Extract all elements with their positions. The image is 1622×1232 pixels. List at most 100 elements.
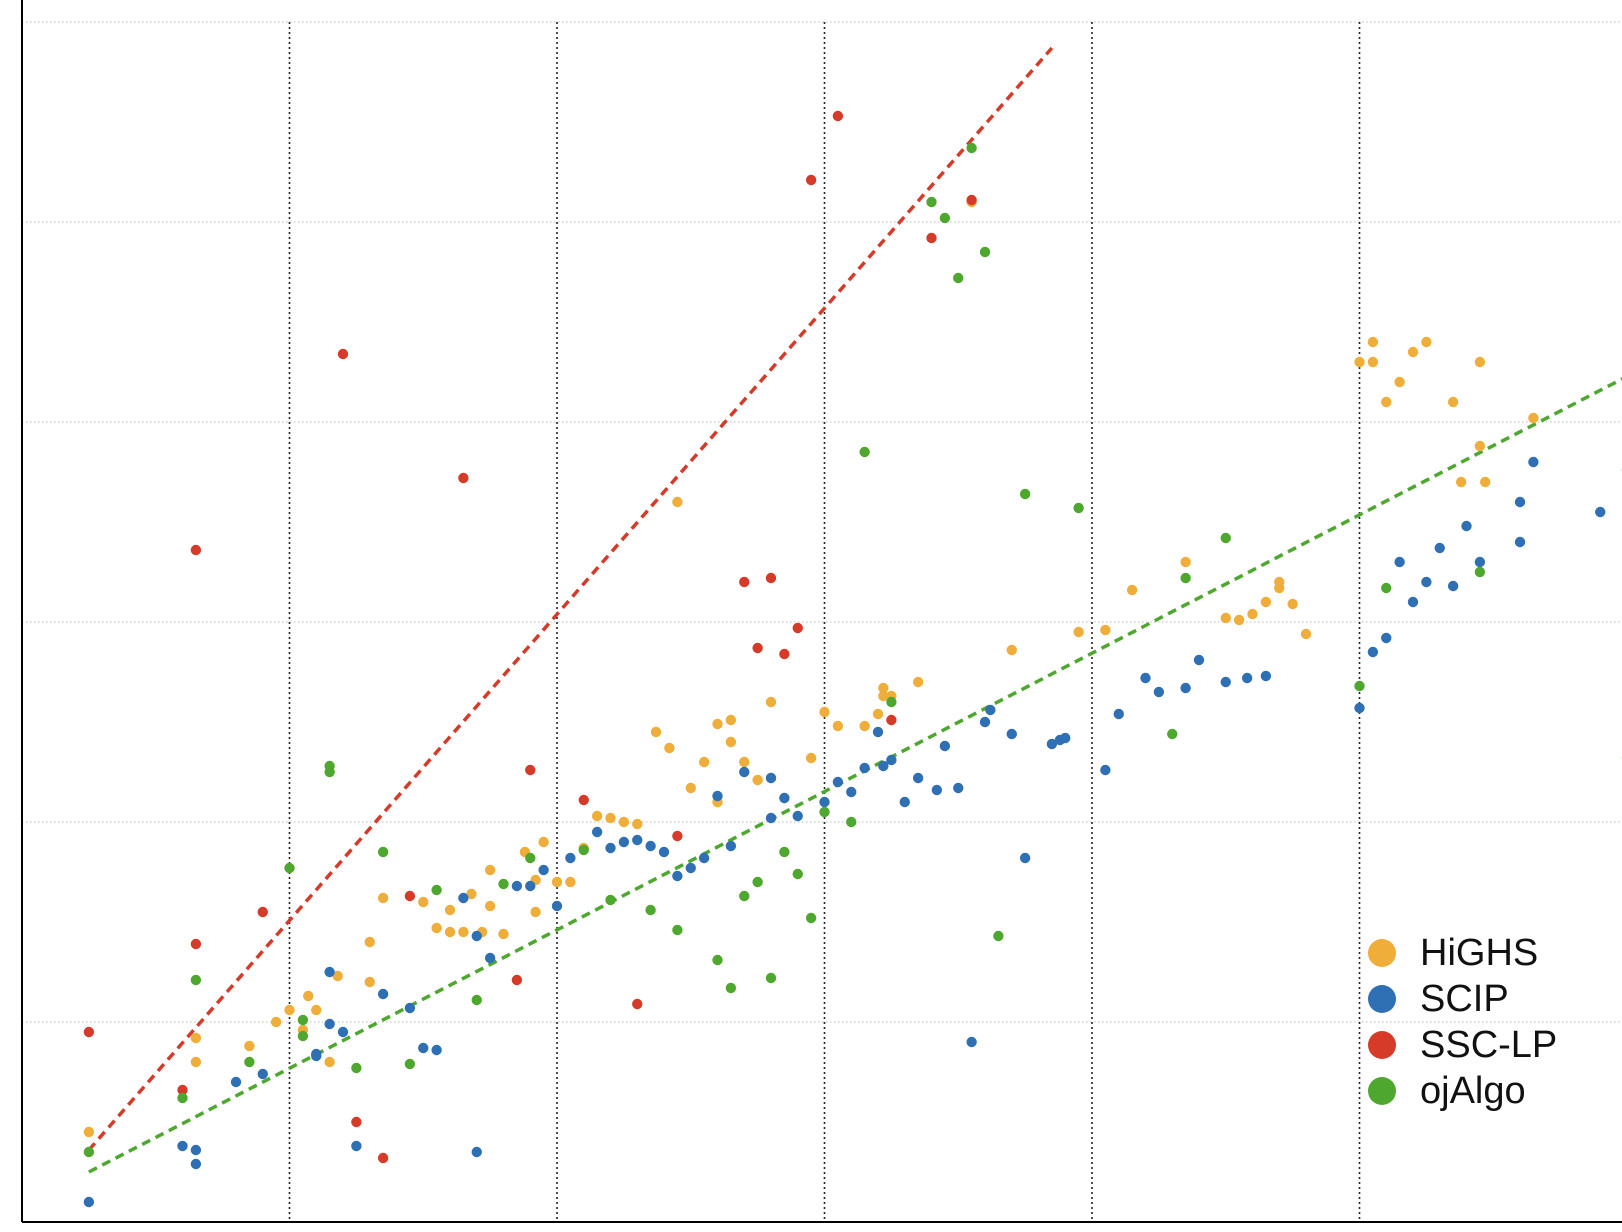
point-highs-53 [872,708,884,720]
point-ojalgo-41 [1180,572,1191,584]
point-scip-73 [1394,556,1405,568]
point-highs-31 [591,810,603,822]
point-scip-22 [538,864,549,876]
point-scip-52 [953,782,964,794]
point-highs-39 [698,756,710,768]
point-highs-12 [364,936,375,948]
point-scip-14 [418,1042,429,1054]
legend-swatch-scip [1368,985,1396,1013]
point-highs-73 [1367,356,1379,368]
point-scip-63 [1140,672,1151,684]
point-scip-70 [1354,702,1365,714]
point-scip-38 [765,812,777,824]
point-highs-66 [1247,608,1258,620]
legend-label-ssc-lp: SSC-LP [1420,1023,1558,1066]
point-ojalgo-35 [966,142,977,154]
point-highs-3 [244,1040,255,1052]
point-ojalgo-9 [351,1062,362,1074]
legend-item-ssc-lp: SSC-LP [1368,1022,1557,1068]
point-ssc-lp-17 [765,572,777,584]
point-ojalgo-33 [939,212,951,224]
point-highs-22 [484,864,496,876]
point-scip-2 [190,1158,202,1170]
point-highs-49 [805,752,817,764]
point-highs-78 [1421,336,1432,348]
point-highs-17 [444,904,456,916]
point-scip-42 [832,776,844,788]
point-highs-37 [672,496,683,508]
point-highs-9 [324,1056,335,1068]
legend-label-ojalgo: ojAlgo [1420,1069,1526,1112]
point-ssc-lp-2 [190,938,202,950]
point-scip-18 [471,930,482,942]
point-highs-51 [832,720,844,732]
point-highs-5 [311,1004,322,1016]
point-highs-64 [1220,612,1231,624]
point-highs-8 [303,990,314,1002]
point-scip-36 [739,766,750,778]
point-highs-79 [1447,396,1459,408]
point-highs-34 [632,818,643,830]
point-scip-58 [1046,738,1058,750]
point-highs-65 [1233,614,1245,626]
point-highs-80 [1474,356,1486,368]
point-scip-56 [1006,728,1017,740]
point-ojalgo-39 [1073,502,1084,514]
point-scip-35 [725,840,737,852]
point-ojalgo-40 [1167,728,1178,740]
point-highs-0 [83,1126,95,1138]
point-highs-38 [685,782,696,794]
axes [21,0,1622,1223]
point-highs-25 [530,906,541,918]
point-ojalgo-37 [993,930,1004,942]
legend-swatch-highs [1368,939,1396,967]
point-ssc-lp-6 [351,1116,362,1128]
point-ojalgo-28 [819,806,830,818]
point-ojalgo-6 [297,1014,309,1026]
point-scip-47 [886,754,897,766]
point-highs-11 [364,976,375,988]
point-ssc-lp-24 [966,194,977,206]
point-scip-20 [511,880,523,892]
point-scip-24 [565,852,576,864]
trendlines [87,46,1622,1174]
point-scip-9 [311,1050,322,1062]
point-scip-43 [846,786,857,798]
legend-swatch-ssc-lp [1368,1031,1396,1059]
point-highs-69 [1300,628,1312,640]
point-highs-63 [1180,556,1191,568]
point-ojalgo-20 [712,954,723,966]
point-highs-59 [1006,644,1017,656]
point-highs-76 [1394,376,1405,388]
point-scip-28 [632,834,643,846]
point-scip-49 [912,772,924,784]
point-ssc-lp-21 [832,110,844,122]
point-highs-28 [551,876,563,888]
point-scip-64 [1153,686,1165,698]
point-ssc-lp-20 [805,174,817,186]
point-highs-45 [752,774,763,786]
point-highs-1 [190,1056,202,1068]
point-ssc-lp-8 [404,890,416,902]
point-ojalgo-27 [805,912,817,924]
point-ojalgo-31 [886,696,897,708]
legend-label-highs: HiGHS [1420,931,1539,974]
point-scip-80 [1514,496,1526,508]
point-scip-72 [1381,632,1392,644]
point-highs-19 [466,888,477,900]
grid [22,21,1622,1222]
point-highs-18 [458,926,469,938]
point-ojalgo-12 [431,884,442,896]
point-scip-23 [551,900,563,912]
point-ssc-lp-16 [752,642,763,654]
point-ojalgo-29 [846,816,857,828]
point-scip-54 [979,716,991,728]
point-highs-82 [1455,476,1467,488]
point-scip-10 [337,1026,349,1038]
point-ojalgo-26 [792,868,803,880]
point-highs-62 [1126,584,1138,596]
point-scip-69 [1260,670,1272,682]
point-highs-54 [878,690,889,702]
point-ojalgo-16 [578,844,589,856]
point-ojalgo-10 [377,846,389,858]
